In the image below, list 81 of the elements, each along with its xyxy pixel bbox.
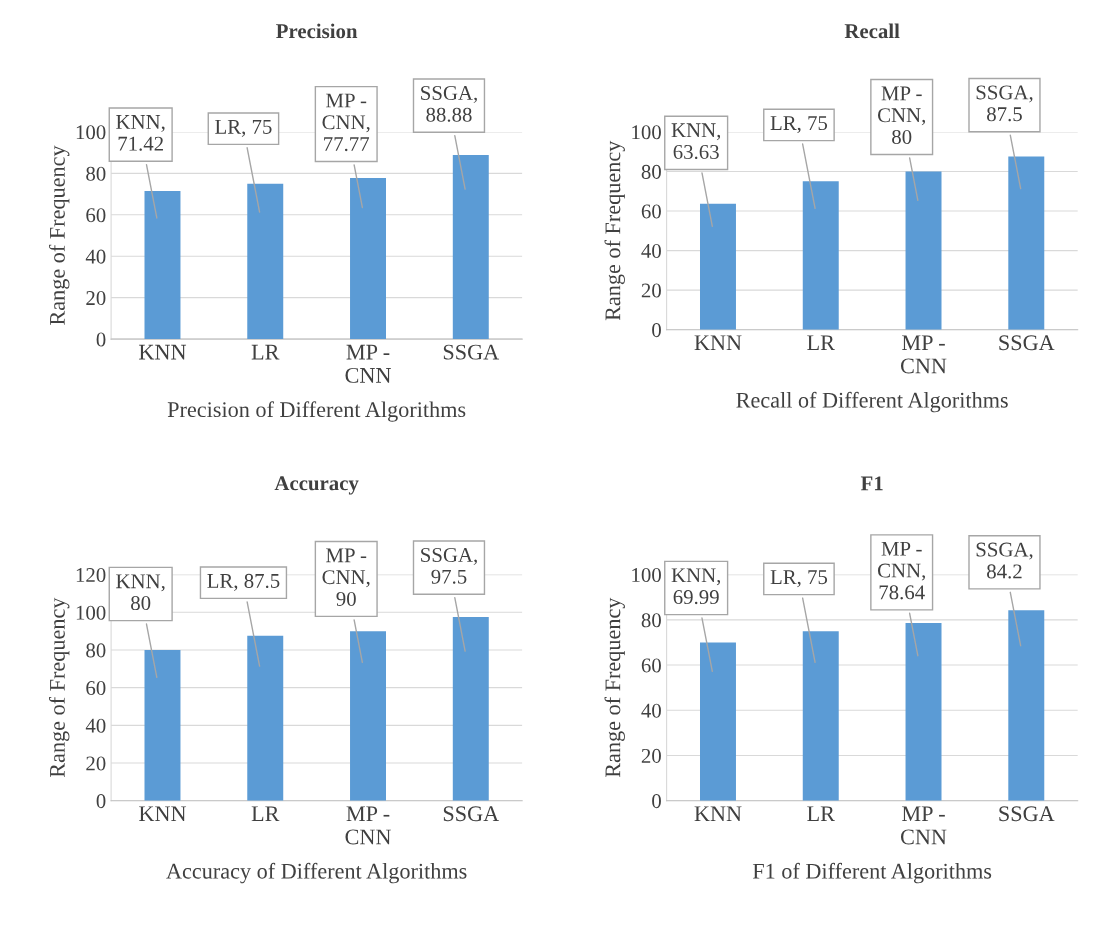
chart-title: F1 [860,476,883,491]
y-tick-label: 100 [76,605,106,620]
y-tick-label: 0 [652,794,661,809]
bar [905,171,942,330]
y-tick-label: 20 [641,748,661,763]
y-tick-label: 20 [641,283,661,298]
bar [905,622,942,801]
y-tick-label: 60 [86,681,106,696]
x-tick-label: MP - CNN [900,335,947,374]
bar [452,154,489,340]
y-tick-label: 20 [86,756,106,771]
data-label: KNN, 69.99 [671,568,721,605]
y-tick-label: 80 [641,613,661,628]
x-tick-label: LR [251,344,280,360]
y-tick-label: 100 [76,125,106,140]
y-axis-title: Range of Frequency [48,597,70,778]
x-tick-label: KNN [139,344,187,360]
y-tick-label: 80 [641,164,661,179]
y-axis-title: Range of Frequency [604,140,625,321]
y-tick-label: 60 [641,658,661,673]
bar [700,203,736,330]
y-tick-label: 40 [85,249,106,264]
data-label: SSGA, 84.2 [976,542,1033,579]
x-tick-label: MP - CNN [345,344,391,383]
x-tick-label: LR [807,335,835,350]
x-tick-label: SSGA [443,344,500,360]
bar [1008,610,1045,801]
x-tick-label: KNN [694,806,742,821]
x-axis-title: F1 of Different Algorithms [752,862,992,884]
y-tick-label: 20 [86,291,106,306]
chart-title: Recall [844,23,900,39]
data-label: MP - CNN, 78.64 [877,541,925,600]
x-tick-label: SSGA [443,806,500,822]
y-tick-label: 60 [641,204,661,219]
y-tick-label: 80 [86,643,106,658]
y-axis-title: Range of Frequency [48,145,70,325]
x-tick-label: LR [251,806,280,821]
y-tick-label: 100 [632,125,661,140]
x-axis-title: Precision of Different Algorithms [167,401,466,422]
data-label: MP - CNN, 90 [322,548,370,606]
bar [144,191,181,340]
chart-title: Accuracy [274,476,359,495]
y-tick-label: 40 [641,703,661,718]
bar [700,642,736,801]
y-tick-label: 100 [632,567,661,583]
chart-title: Precision [276,23,358,39]
x-tick-label: MP - CNN [900,806,947,845]
x-tick-label: SSGA [999,335,1055,351]
y-tick-label: 40 [641,243,661,259]
x-tick-label: SSGA [999,806,1055,822]
bar [247,183,284,340]
bar [1008,156,1045,330]
data-label: SSGA, 87.5 [976,85,1033,122]
y-tick-label: 0 [96,332,106,347]
data-label: KNN, 63.63 [671,123,721,160]
x-tick-label: LR [807,806,835,821]
bar [802,631,839,801]
data-label: LR, 75 [770,116,828,134]
bar [802,181,839,330]
y-tick-label: 60 [86,208,106,223]
data-label: SSGA, 97.5 [421,547,477,584]
data-label: SSGA, 88.88 [421,85,477,122]
data-label: MP - CNN, 77.77 [322,93,370,152]
y-axis-title: Range of Frequency [604,597,625,778]
y-tick-label: 40 [85,718,106,733]
x-axis-title: Recall of Different Algorithms [736,391,1008,413]
data-label: LR, 75 [215,120,272,137]
data-label: KNN, 80 [116,574,165,611]
data-label: LR, 75 [770,570,828,588]
y-tick-label: 80 [86,166,106,181]
data-label: LR, 87.5 [207,573,280,591]
data-label: KNN, 71.42 [116,115,165,151]
data-label: MP - CNN, 80 [877,86,925,144]
y-tick-label: 120 [76,567,106,583]
bar [350,177,386,340]
x-tick-label: KNN [694,335,742,350]
y-tick-label: 0 [652,323,661,338]
x-axis-title: Accuracy of Different Algorithms [166,862,467,884]
x-tick-label: MP - CNN [345,806,391,845]
x-tick-label: KNN [139,806,187,821]
y-tick-label: 0 [96,794,106,809]
